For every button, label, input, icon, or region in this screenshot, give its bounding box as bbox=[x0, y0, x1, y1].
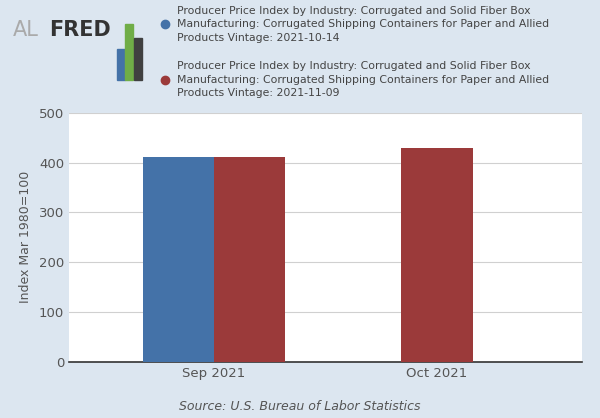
Bar bbox=[214, 157, 286, 362]
Bar bbox=[401, 148, 473, 362]
Bar bbox=[117, 49, 125, 80]
Bar bbox=[143, 157, 214, 362]
Bar bbox=[134, 38, 142, 80]
Text: Producer Price Index by Industry: Corrugated and Solid Fiber Box
Manufacturing: : Producer Price Index by Industry: Corrug… bbox=[177, 61, 549, 98]
Bar bbox=[125, 24, 133, 80]
Text: Producer Price Index by Industry: Corrugated and Solid Fiber Box
Manufacturing: : Producer Price Index by Industry: Corrug… bbox=[177, 6, 549, 43]
Text: FRED: FRED bbox=[49, 20, 111, 40]
Text: AL: AL bbox=[13, 20, 39, 40]
Text: Source: U.S. Bureau of Labor Statistics: Source: U.S. Bureau of Labor Statistics bbox=[179, 400, 421, 413]
Y-axis label: Index Mar 1980=100: Index Mar 1980=100 bbox=[19, 171, 32, 303]
